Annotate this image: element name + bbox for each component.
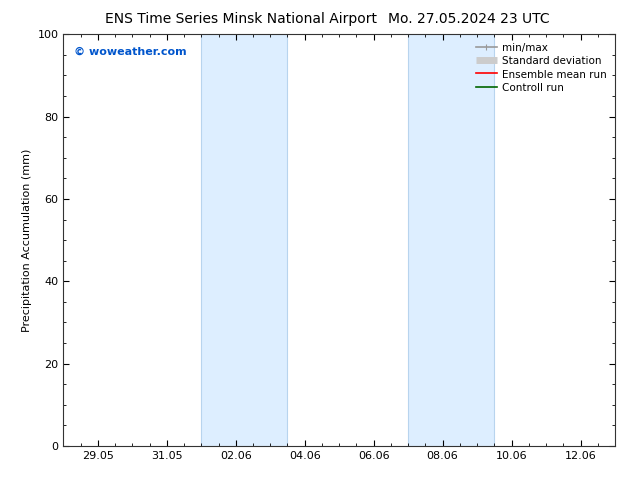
Bar	[202, 34, 287, 446]
Text: ENS Time Series Minsk National Airport: ENS Time Series Minsk National Airport	[105, 12, 377, 26]
Bar	[408, 34, 495, 446]
Text: © woweather.com: © woweather.com	[74, 47, 187, 57]
Legend: min/max, Standard deviation, Ensemble mean run, Controll run: min/max, Standard deviation, Ensemble me…	[473, 40, 610, 96]
Text: Mo. 27.05.2024 23 UTC: Mo. 27.05.2024 23 UTC	[389, 12, 550, 26]
Y-axis label: Precipitation Accumulation (mm): Precipitation Accumulation (mm)	[22, 148, 32, 332]
